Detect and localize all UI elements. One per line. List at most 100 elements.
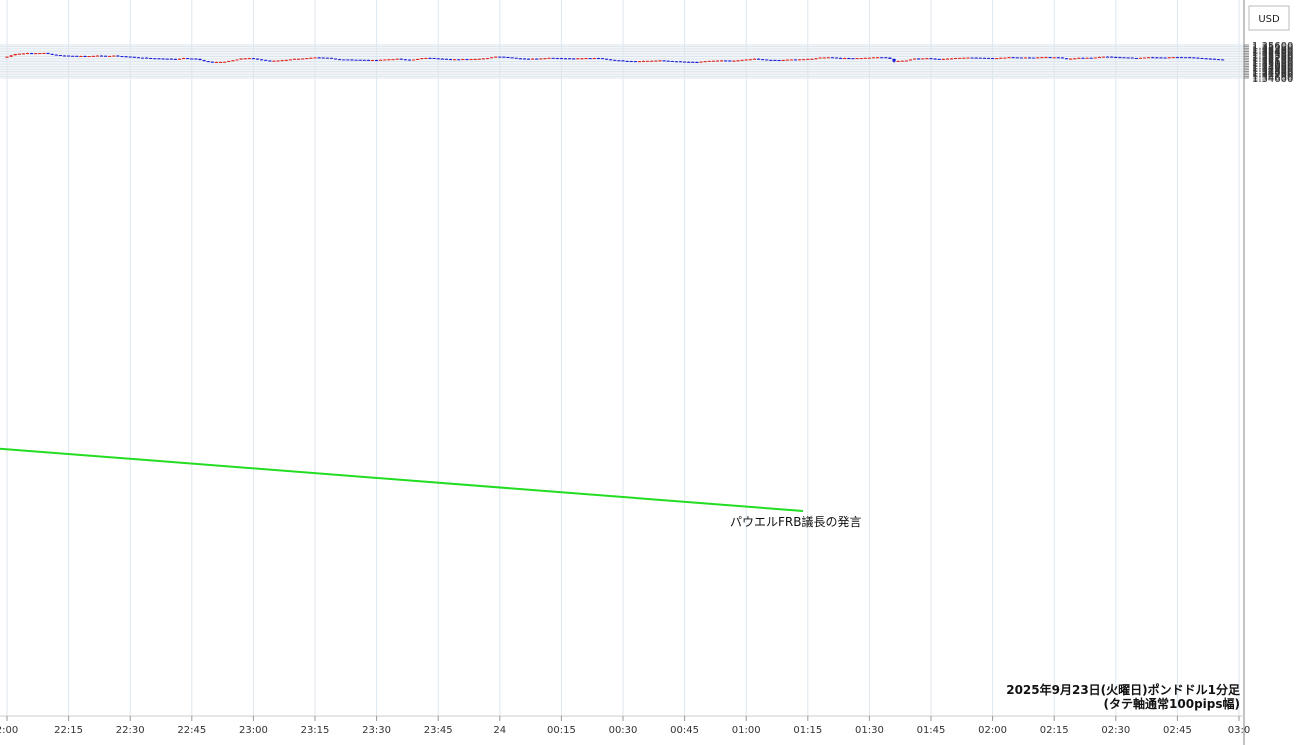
candle-body-41 — [173, 58, 177, 60]
y-tick-label-19: 1.34650 — [1252, 72, 1293, 83]
candle-body-116 — [481, 58, 485, 60]
y-tick-label-11: 1.35050 — [1252, 59, 1293, 70]
candle-body-282 — [1163, 57, 1167, 59]
candle-body-260 — [1073, 58, 1077, 60]
candle-body-68 — [284, 59, 288, 61]
candle-body-135 — [559, 58, 563, 60]
y-tick-label-7: 1.35250 — [1252, 53, 1293, 64]
candle-body-218 — [900, 60, 904, 62]
candle-body-193 — [797, 59, 802, 61]
candle-body-110 — [457, 59, 461, 61]
candle-body-148 — [613, 59, 617, 61]
candle-body-189 — [781, 59, 785, 61]
candle-body-223 — [921, 58, 925, 60]
candle-body-184 — [761, 59, 765, 61]
candle-body-71 — [296, 58, 301, 60]
candle-body-70 — [292, 58, 297, 60]
x-tick-label-15: 01:45 — [917, 725, 946, 736]
candle-body-8 — [38, 53, 42, 55]
y-tick-label-3: 1.35450 — [1252, 46, 1293, 57]
candle-body-254 — [1048, 57, 1052, 59]
candle-body-15 — [67, 55, 71, 57]
candle-body-161 — [666, 60, 670, 62]
candle-body-50 — [210, 61, 214, 63]
candle-body-222 — [917, 58, 921, 60]
candle-body-291 — [1200, 57, 1204, 59]
chart-caption-line1: 2025年9月23日(火曜日)ポンドドル1分足 — [1006, 682, 1240, 697]
candle-body-97 — [403, 59, 407, 61]
candle-body-74 — [309, 57, 313, 59]
x-tick-label-10: 00:30 — [609, 725, 638, 736]
candle-body-197 — [814, 58, 818, 60]
candle-body-138 — [572, 58, 576, 60]
candle-body-165 — [683, 61, 687, 63]
candle-body-238 — [982, 57, 986, 59]
candle-body-105 — [436, 58, 440, 60]
candle-body-187 — [773, 59, 777, 61]
annotation-layer: パウエルFRB議長の発言 — [0, 447, 861, 529]
candle-body-53 — [223, 61, 227, 63]
candle-body-65 — [272, 60, 276, 62]
candle-body-208 — [859, 58, 863, 60]
candle-body-242 — [999, 57, 1003, 59]
x-tick-label-13: 01:15 — [793, 725, 822, 736]
candle-body-93 — [387, 59, 391, 61]
candlestick-series — [5, 52, 1225, 64]
candle-body-14 — [62, 55, 67, 57]
candle-body-164 — [678, 61, 683, 63]
candle-body-157 — [650, 60, 654, 62]
y-tick-label-18: 1.34700 — [1252, 71, 1293, 82]
candle-body-34 — [145, 57, 149, 59]
currency-label: USD — [1258, 14, 1280, 25]
candle-body-199 — [822, 57, 826, 59]
candle-body-216 — [892, 58, 896, 62]
y-tick-label-20: 1.34600 — [1252, 74, 1293, 85]
candle-body-252 — [1040, 57, 1044, 59]
candle-body-219 — [904, 60, 908, 62]
candle-body-133 — [551, 57, 555, 59]
candle-body-72 — [301, 58, 305, 60]
candle-body-10 — [46, 52, 50, 54]
candle-body-127 — [526, 58, 531, 60]
candle-body-76 — [317, 57, 321, 59]
candle-body-188 — [777, 59, 781, 61]
candle-body-146 — [604, 58, 609, 60]
candle-body-77 — [321, 57, 325, 59]
candle-body-280 — [1155, 57, 1159, 59]
candle-body-183 — [756, 58, 761, 60]
candle-body-230 — [949, 58, 954, 60]
candle-body-215 — [888, 57, 892, 59]
candle-body-101 — [420, 58, 424, 60]
candle-body-285 — [1175, 57, 1179, 59]
candle-body-12 — [54, 54, 58, 56]
candle-body-172 — [711, 60, 715, 62]
candle-body-145 — [600, 58, 605, 60]
candle-body-247 — [1019, 57, 1023, 59]
candle-body-240 — [991, 58, 995, 60]
candle-body-269 — [1110, 56, 1114, 58]
x-tick-label-4: 23:00 — [239, 725, 268, 736]
candle-body-226 — [933, 58, 937, 60]
candle-body-258 — [1064, 58, 1069, 60]
candle-body-54 — [227, 60, 231, 62]
x-tick-label-11: 00:45 — [670, 725, 699, 736]
candle-body-175 — [724, 60, 728, 62]
candle-body-102 — [424, 57, 428, 59]
candle-body-55 — [231, 60, 235, 62]
candle-body-155 — [641, 60, 646, 62]
candle-body-296 — [1220, 59, 1225, 61]
candle-body-66 — [276, 60, 280, 62]
candle-body-249 — [1027, 57, 1032, 59]
candle-body-63 — [264, 59, 268, 61]
vertical-gridlines — [6, 0, 1240, 716]
candle-body-35 — [149, 57, 153, 59]
y-tick-label-14: 1.34900 — [1252, 64, 1293, 75]
candle-body-95 — [395, 58, 399, 60]
candle-body-268 — [1105, 56, 1110, 58]
candle-body-235 — [970, 57, 974, 59]
candle-body-4 — [21, 53, 26, 55]
candle-body-160 — [662, 60, 666, 62]
candle-body-195 — [806, 58, 810, 60]
candle-body-23 — [99, 55, 104, 57]
